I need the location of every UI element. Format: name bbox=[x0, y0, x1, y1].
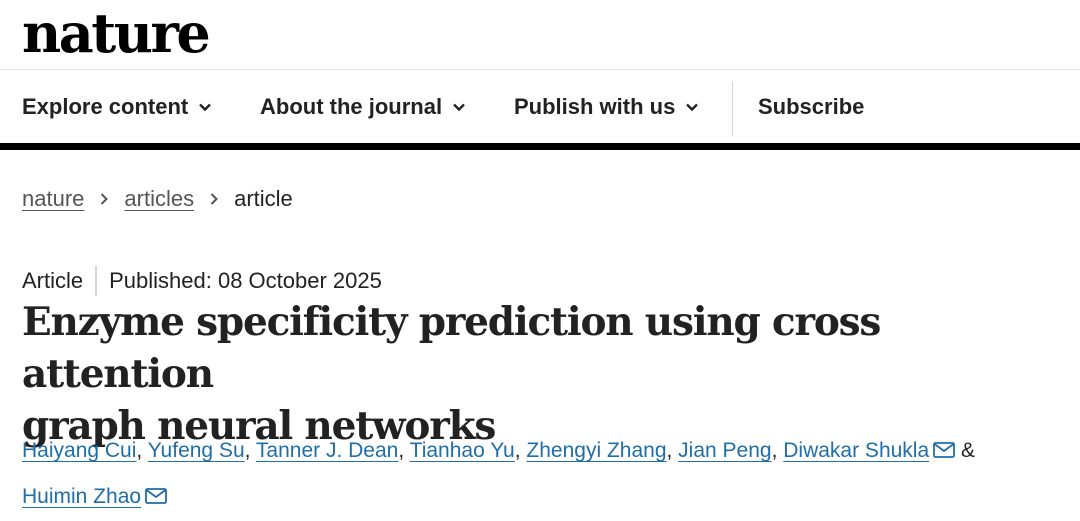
author-separator: , bbox=[771, 439, 784, 462]
envelope-icon[interactable] bbox=[145, 488, 167, 504]
breadcrumb-link-nature[interactable]: nature bbox=[22, 186, 85, 211]
author-link[interactable]: Tanner J. Dean bbox=[255, 439, 399, 462]
article-meta: Article Published: 08 October 2025 bbox=[22, 266, 382, 296]
breadcrumb: nature articles article bbox=[22, 186, 293, 212]
author-link[interactable]: Huimin Zhao bbox=[22, 485, 142, 508]
meta-divider bbox=[95, 266, 98, 296]
chevron-down-icon bbox=[686, 103, 699, 111]
nav-label: Subscribe bbox=[758, 93, 865, 119]
article-title: Enzyme specificity prediction using cros… bbox=[22, 296, 1062, 452]
envelope-icon[interactable] bbox=[933, 442, 956, 458]
published-date: Published: 08 October 2025 bbox=[109, 268, 382, 293]
nav-subscribe[interactable]: Subscribe bbox=[758, 70, 864, 143]
author-separator: , bbox=[514, 439, 527, 462]
author-link[interactable]: Diwakar Shukla bbox=[783, 439, 930, 462]
author-last-separator: & bbox=[955, 439, 975, 462]
author-separator: , bbox=[244, 439, 256, 462]
article-title-line-1: Enzyme specificity prediction using cros… bbox=[22, 299, 881, 397]
author-separator: , bbox=[136, 439, 148, 462]
nav-label: Publish with us bbox=[514, 93, 676, 119]
breadcrumb-link-articles[interactable]: articles bbox=[124, 186, 195, 211]
author-separator: , bbox=[666, 439, 679, 462]
site-header: nature bbox=[0, 0, 1080, 70]
author-link[interactable]: Zhengyi Zhang bbox=[526, 439, 667, 462]
nav-label: About the journal bbox=[260, 93, 443, 119]
breadcrumb-current: article bbox=[234, 186, 293, 211]
author-link[interactable]: Yufeng Su bbox=[147, 439, 245, 462]
nav-about-journal[interactable]: About the journal bbox=[260, 70, 466, 143]
author-separator: , bbox=[398, 439, 410, 462]
author-link[interactable]: Jian Peng bbox=[678, 439, 772, 462]
article-type: Article bbox=[22, 268, 84, 293]
nav-publish-with-us[interactable]: Publish with us bbox=[514, 70, 699, 143]
chevron-right-icon bbox=[210, 193, 218, 205]
nature-logo[interactable]: nature bbox=[22, 1, 211, 65]
author-link[interactable]: Haiyang Cui bbox=[22, 439, 137, 462]
article-title-line-2: graph neural networks bbox=[22, 403, 496, 449]
nav-divider bbox=[732, 82, 733, 136]
nav-explore-content[interactable]: Explore content bbox=[22, 70, 212, 143]
chevron-down-icon bbox=[199, 103, 212, 111]
author-link[interactable]: Tianhao Yu bbox=[409, 439, 515, 462]
nav-label: Explore content bbox=[22, 93, 189, 119]
chevron-down-icon bbox=[453, 103, 465, 111]
chevron-right-icon bbox=[101, 193, 109, 205]
author-list: Haiyang Cui, Yufeng Su, Tanner J. Dean, … bbox=[22, 428, 1072, 520]
main-nav: Explore content About the journal Publis… bbox=[0, 70, 1080, 150]
